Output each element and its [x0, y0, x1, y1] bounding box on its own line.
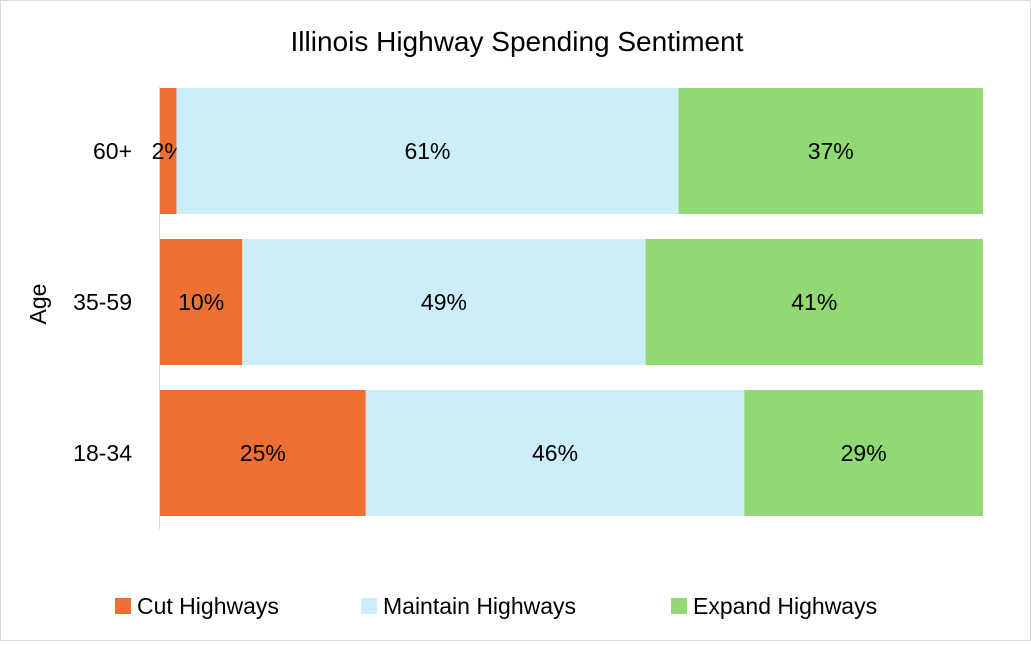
legend-swatch-cut-highways [115, 598, 131, 614]
bar-cut-highways-35-59 [160, 239, 243, 365]
chart-title: Illinois Highway Spending Sentiment [291, 26, 744, 57]
category-label-35-59: 35-59 [73, 289, 132, 315]
category-label-60: 60+ [93, 138, 132, 164]
bar-cut-highways-18-34 [160, 390, 366, 516]
data-label-maintain-highways-60: 61% [404, 138, 450, 164]
legend-label-cut-highways: Cut Highways [137, 593, 279, 619]
y-axis-title: Age [25, 284, 51, 325]
data-label-cut-highways-35-59: 10% [178, 289, 224, 315]
data-label-expand-highways-35-59: 41% [791, 289, 837, 315]
bar-maintain-highways-60 [176, 88, 679, 214]
legend-swatch-maintain-highways [361, 598, 377, 614]
bars-group: 18-34 25% 46% 29%35-59 10% 49% 41%60+ 2% 61% 37% [73, 88, 983, 516]
bar-maintain-highways-35-59 [242, 239, 646, 365]
bar-expand-highways-60 [678, 88, 983, 214]
bar-cut-highways-60 [160, 88, 177, 214]
legend-label-expand-highways: Expand Highways [693, 593, 877, 619]
bar-maintain-highways-18-34 [365, 390, 745, 516]
bar-expand-highways-18-34 [744, 390, 983, 516]
legend-swatch-expand-highways [671, 598, 687, 614]
bar-expand-highways-35-59 [645, 239, 983, 365]
data-label-expand-highways-18-34: 29% [841, 440, 887, 466]
data-label-expand-highways-60: 37% [808, 138, 854, 164]
legend-label-maintain-highways: Maintain Highways [383, 593, 576, 619]
data-label-cut-highways-18-34: 25% [240, 440, 286, 466]
category-label-18-34: 18-34 [73, 440, 132, 466]
data-label-maintain-highways-18-34: 46% [532, 440, 578, 466]
data-label-maintain-highways-35-59: 49% [421, 289, 467, 315]
legend: Cut Highways Maintain Highways Expand High… [115, 593, 877, 619]
